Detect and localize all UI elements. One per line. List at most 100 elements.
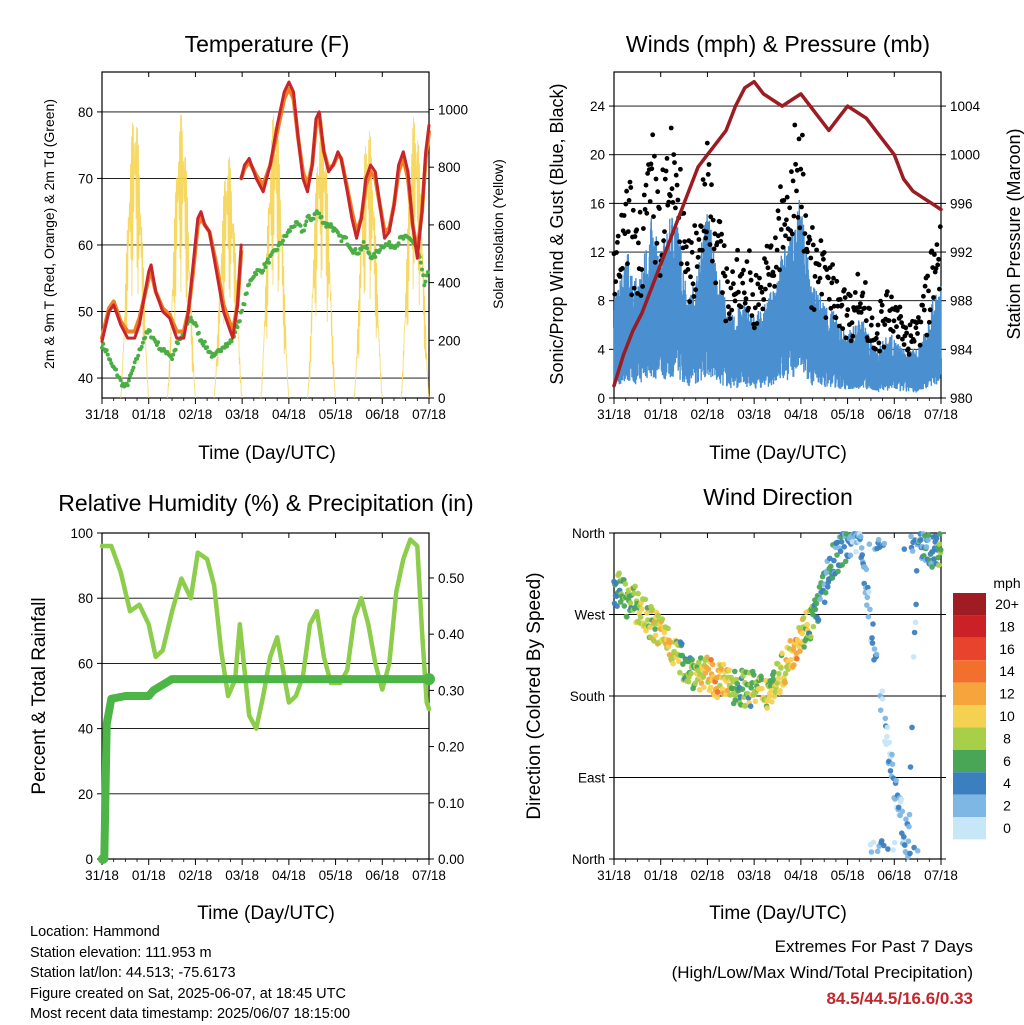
wind-direction-point — [642, 596, 649, 603]
dewpoint-point — [418, 260, 423, 265]
gust-point — [829, 280, 835, 286]
gust-point — [689, 249, 695, 255]
wind-direction-point — [635, 590, 641, 597]
legend-swatch — [953, 682, 986, 705]
wind-direction-point — [913, 568, 920, 574]
gust-point — [834, 278, 840, 284]
dewpoint-point — [367, 251, 372, 256]
y-tick-label: 80 — [78, 591, 93, 606]
wind-direction-point — [870, 839, 877, 846]
gust-point — [688, 274, 693, 280]
winds-panel: Winds (mph) & Pressure (mb) Time (Day/UT… — [547, 31, 1024, 464]
legend-label: 2 — [1003, 798, 1011, 814]
gust-point — [776, 216, 782, 221]
gust-point — [723, 318, 729, 324]
y2-tick-label: 988 — [950, 294, 973, 309]
wind-direction-point — [759, 685, 765, 692]
wind-direction-point — [857, 533, 864, 540]
wind-direction-point — [665, 625, 671, 632]
wind-direction-point — [644, 610, 650, 616]
wind-direction-point — [839, 562, 845, 568]
wind-direction-point — [909, 724, 915, 731]
wind-direction-point — [921, 553, 927, 559]
wind-direction-point — [661, 629, 668, 636]
x-tick-label: 04/18 — [784, 868, 818, 883]
gust-point — [847, 293, 853, 299]
legend-swatch — [953, 637, 986, 661]
gust-point — [802, 231, 808, 237]
x-tick-label: 01/18 — [132, 868, 166, 883]
gust-point — [758, 284, 764, 290]
dewpoint-point — [261, 268, 266, 273]
x-tick-label: 04/18 — [784, 407, 818, 422]
created-text: Figure created on Sat, 2025-06-07, at 18… — [30, 985, 346, 1002]
gust-point — [936, 256, 941, 262]
gust-point — [717, 219, 723, 225]
humidity-title: Relative Humidity (%) & Precipitation (i… — [58, 490, 473, 516]
wind-direction-point — [875, 536, 882, 543]
wind-direction-point — [778, 665, 784, 671]
gust-point — [753, 272, 759, 278]
gust-point — [721, 243, 727, 249]
wind-direction-point — [801, 644, 807, 650]
legend-swatch — [953, 615, 986, 638]
temperature-panel: Temperature (F) Time (Day/UTC) 2m & 9m T… — [41, 31, 506, 464]
gust-point — [720, 290, 725, 295]
dewpoint-point — [194, 323, 199, 328]
gust-point — [627, 179, 633, 185]
gust-point — [792, 122, 798, 128]
wind-direction-ylabel: Direction (Colored By Speed) — [524, 572, 545, 819]
gust-point — [741, 290, 747, 296]
gust-point — [799, 204, 804, 210]
legend-swatch — [953, 749, 986, 773]
gust-point — [654, 240, 660, 246]
wind-direction-point — [925, 537, 931, 543]
gust-point — [862, 305, 867, 311]
wind-direction-point — [621, 603, 628, 609]
gust-point — [879, 302, 885, 308]
wind-direction-point — [911, 844, 917, 851]
gust-point — [673, 205, 678, 211]
x-tick-label: 05/18 — [831, 868, 865, 883]
wind-direction-point — [685, 678, 692, 685]
dewpoint-point — [303, 223, 308, 227]
gust-point — [740, 280, 746, 286]
gust-point — [784, 217, 789, 223]
gust-point — [906, 352, 912, 357]
gust-point — [878, 298, 883, 304]
wind-direction-point — [776, 670, 782, 677]
wind-direction-point — [791, 662, 797, 668]
gust-point — [744, 259, 750, 264]
gust-point — [889, 294, 894, 300]
gust-point — [748, 277, 754, 283]
gust-point — [736, 289, 741, 295]
wind-direction-point — [895, 804, 902, 811]
gust-point — [926, 288, 931, 294]
wind-direction-point — [764, 705, 770, 711]
y2-tick-label: 200 — [438, 333, 461, 348]
gust-point — [921, 307, 927, 313]
wind-direction-point — [794, 655, 800, 662]
wind-direction-point — [884, 724, 891, 731]
gust-point — [653, 176, 659, 182]
gust-point — [842, 287, 847, 292]
gust-point — [935, 262, 941, 268]
gust-point — [925, 273, 930, 279]
gust-point — [734, 257, 740, 262]
gust-point — [630, 207, 636, 213]
gust-point — [811, 307, 817, 312]
dewpoint-point — [147, 328, 152, 333]
dewpoint-point — [335, 230, 340, 235]
wind-direction-point — [938, 547, 944, 553]
dewpoint-point — [219, 349, 224, 353]
wind-direction-point — [913, 601, 919, 608]
gust-point — [615, 233, 621, 239]
y-tick-label: 4 — [597, 342, 605, 357]
gust-point — [869, 315, 875, 321]
gust-point — [905, 346, 911, 352]
location-text: Location: Hammond — [30, 924, 160, 940]
wind-direction-point — [937, 531, 943, 537]
gust-point — [639, 267, 645, 272]
dewpoint-point — [317, 211, 322, 216]
